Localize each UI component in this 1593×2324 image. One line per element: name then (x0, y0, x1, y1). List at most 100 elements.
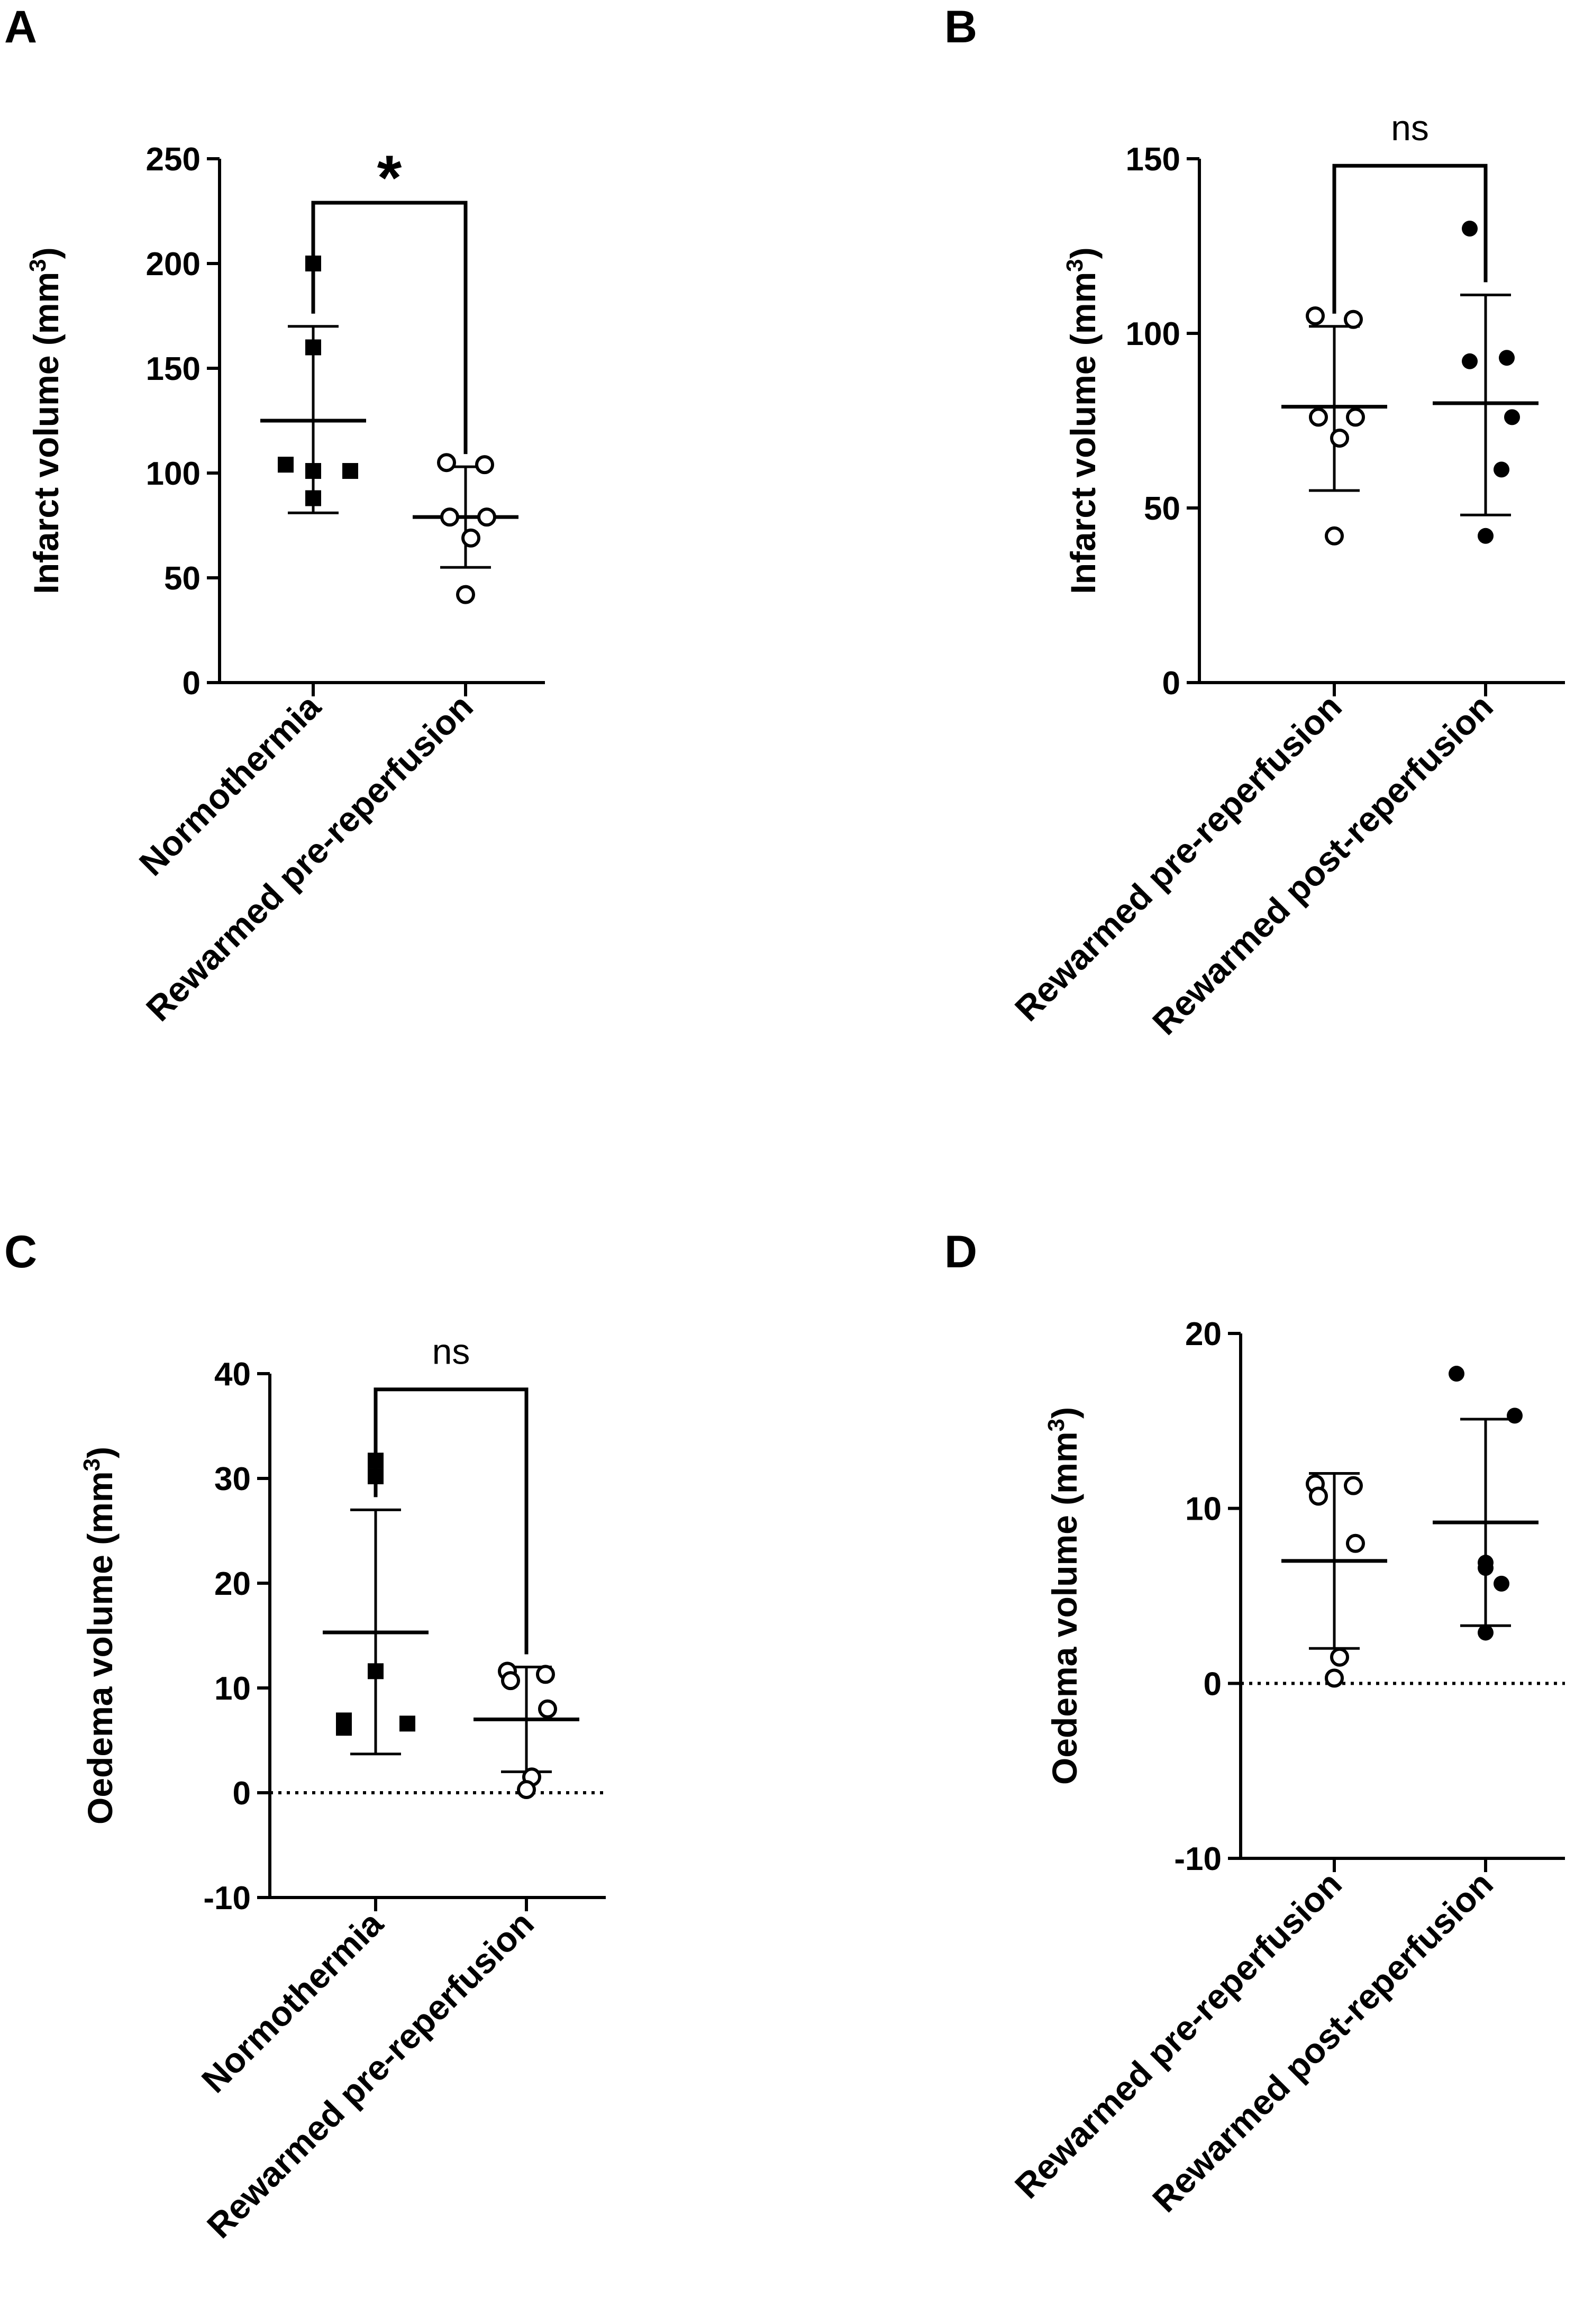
data-point (336, 1720, 352, 1736)
data-point (1330, 429, 1349, 448)
significance-bracket (1332, 164, 1488, 314)
series-group (1433, 1366, 1539, 1641)
data-point (517, 1780, 536, 1800)
y-tick-label: -10 (1174, 1841, 1222, 1877)
data-point (536, 1665, 555, 1684)
data-point (305, 463, 321, 479)
data-point (1325, 1668, 1344, 1688)
data-point (1325, 526, 1344, 546)
category-label: Rewarmed pre-reperfusion (199, 1904, 541, 2246)
panel-letter: B (944, 2, 977, 52)
y-axis-label-end: ) (1063, 247, 1103, 259)
data-point (1344, 310, 1363, 329)
significance-bracket (311, 201, 468, 455)
y-axis-label-main: Infarct volume (mm (26, 272, 66, 594)
y-tick-label: 50 (164, 560, 201, 597)
y-tick-label: 150 (1126, 141, 1180, 178)
y-tick-label: 0 (183, 665, 201, 702)
data-point (305, 339, 321, 356)
data-point (399, 1715, 415, 1732)
y-tick-label: 30 (214, 1461, 251, 1497)
data-point (1344, 1476, 1363, 1495)
series-group (1281, 306, 1387, 546)
data-point (461, 528, 480, 548)
data-point (305, 490, 321, 506)
y-axis-label-superscript: 3 (1043, 1419, 1069, 1431)
series-group (474, 1662, 579, 1800)
data-point (1309, 407, 1328, 427)
data-point (475, 455, 494, 475)
y-axis-label: Oedema volume (mm3) (1043, 1407, 1084, 1785)
panel-letter: A (4, 2, 37, 52)
category-label: Rewarmed pre-reperfusion (1007, 687, 1349, 1029)
data-point (440, 507, 459, 527)
y-axis-label-superscript: 3 (1062, 259, 1088, 271)
y-axis-label-superscript: 3 (79, 1458, 105, 1471)
y-axis-label-end: ) (26, 247, 66, 259)
data-point (278, 457, 294, 473)
data-point (1346, 1533, 1365, 1553)
category-label: Rewarmed pre-reperfusion (139, 687, 480, 1029)
data-point (1330, 1647, 1349, 1667)
y-tick-label: 40 (214, 1356, 251, 1393)
data-point (1494, 461, 1509, 478)
data-point (368, 1663, 384, 1680)
y-tick-label: 200 (146, 246, 201, 283)
data-point (1504, 409, 1520, 425)
y-axis-label-end: ) (80, 1447, 120, 1458)
data-point (1462, 353, 1478, 369)
data-point (1462, 221, 1478, 237)
data-point (1507, 1408, 1523, 1424)
data-point (1478, 528, 1494, 544)
y-tick-label: 0 (1204, 1666, 1222, 1702)
y-tick-label: 20 (214, 1566, 251, 1602)
y-axis-label-main: Oedema volume (mm (80, 1471, 120, 1824)
y-axis-label-end: ) (1045, 1407, 1084, 1419)
y-tick-label: 100 (1126, 316, 1180, 352)
panel-letter: D (944, 1227, 977, 1277)
significance-label: ns (432, 1332, 470, 1372)
significance-label: * (377, 142, 402, 213)
data-point (1499, 350, 1515, 366)
data-point (1449, 1366, 1464, 1382)
data-point (456, 585, 475, 604)
y-tick-label: 0 (233, 1775, 251, 1812)
data-point (1309, 1486, 1328, 1506)
series-group (323, 1452, 429, 1756)
y-tick-label: 10 (214, 1671, 251, 1707)
y-axis-label: Infarct volume (mm3) (1062, 247, 1103, 594)
y-axis-label-superscript: 3 (25, 259, 51, 271)
panel-letter: C (4, 1227, 37, 1277)
chart-panel-d: D -10 0 10 20 Oedema volume (mm3) Rewarmed pre… (944, 1227, 1565, 2220)
data-point (437, 453, 456, 473)
data-point (1494, 1575, 1509, 1592)
y-tick-label: 50 (1144, 491, 1180, 527)
series-group (1433, 221, 1539, 544)
category-label: Rewarmed pre-reperfusion (1007, 1864, 1349, 2206)
data-point (1478, 1624, 1494, 1641)
y-axis-label-main: Infarct volume (mm (1063, 272, 1103, 594)
y-tick-label: 250 (146, 141, 201, 178)
y-tick-label: 20 (1185, 1316, 1222, 1352)
data-point (1478, 1560, 1494, 1576)
data-point (477, 507, 496, 527)
data-point (1346, 407, 1365, 427)
data-point (1306, 306, 1325, 325)
series-group (1281, 1472, 1387, 1688)
data-point (538, 1699, 557, 1719)
y-tick-label: 10 (1185, 1491, 1222, 1528)
y-axis-label: Oedema volume (mm3) (79, 1447, 120, 1824)
y-axis-label: Infarct volume (mm3) (25, 247, 66, 594)
y-tick-label: -10 (203, 1880, 251, 1917)
series-group (413, 453, 518, 604)
significance-label: ns (1391, 108, 1429, 148)
y-axis-label-main: Oedema volume (mm (1045, 1431, 1084, 1785)
series-group (260, 255, 366, 514)
y-tick-label: 100 (146, 456, 201, 492)
significance-bracket (374, 1387, 529, 1655)
y-tick-label: 150 (146, 351, 201, 387)
data-point (342, 463, 358, 479)
